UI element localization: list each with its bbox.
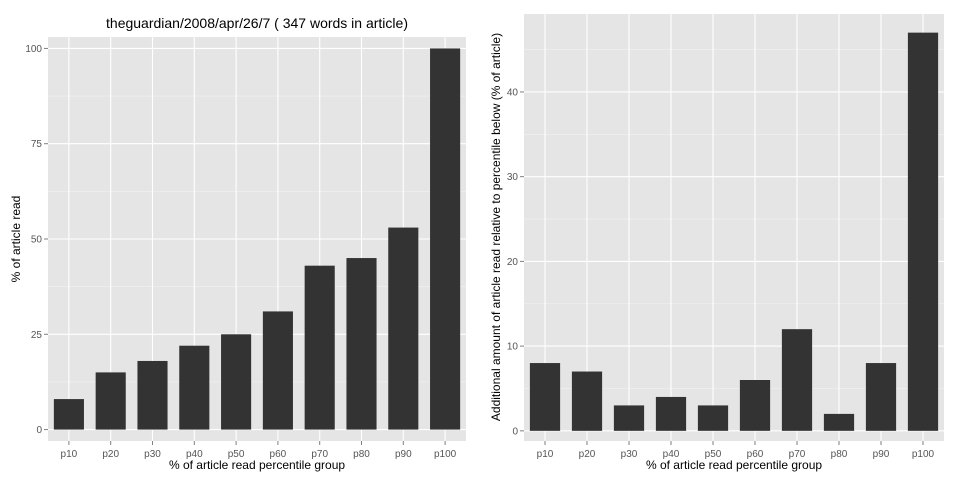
bar-p80 bbox=[823, 413, 855, 431]
x-tick-label: p10 bbox=[61, 449, 78, 460]
y-tick-label: 20 bbox=[507, 257, 519, 268]
x-tick-label: p50 bbox=[228, 449, 245, 460]
x-tick-label: p90 bbox=[395, 449, 412, 460]
x-tick-label: p30 bbox=[621, 449, 638, 460]
x-ticks: p10 p20 p30 p40 p50 p60 p70 p80 p90 p100 bbox=[537, 441, 935, 460]
x-tick-label: p40 bbox=[663, 449, 680, 460]
x-tick-label: p10 bbox=[537, 449, 554, 460]
x-tick-label: p60 bbox=[270, 449, 287, 460]
bar-p100 bbox=[907, 32, 939, 431]
bar-p30 bbox=[613, 405, 645, 431]
bar-p60 bbox=[739, 380, 771, 431]
x-axis-title: % of article read percentile group bbox=[646, 458, 822, 472]
x-axis-title: % of article read percentile group bbox=[169, 458, 345, 472]
bar-p70 bbox=[304, 265, 335, 430]
x-tick-label: p100 bbox=[434, 449, 457, 460]
y-tick-label: 10 bbox=[507, 342, 519, 353]
x-tick-label: p70 bbox=[311, 449, 328, 460]
y-tick-label: 25 bbox=[31, 330, 43, 341]
x-tick-label: p50 bbox=[705, 449, 722, 460]
bars bbox=[529, 32, 939, 431]
bar-p40 bbox=[655, 396, 687, 431]
y-axis-title: Additional amount of article read relati… bbox=[489, 33, 503, 421]
bar-p10 bbox=[529, 363, 561, 431]
y-tick-label: 30 bbox=[507, 172, 519, 183]
y-tick-label: 0 bbox=[512, 426, 518, 437]
y-axis-title: % of article read bbox=[9, 196, 23, 283]
y-tick-label: 100 bbox=[25, 44, 42, 55]
x-tick-label: p80 bbox=[831, 449, 848, 460]
bar-p10 bbox=[53, 399, 84, 430]
x-tick-label: p70 bbox=[789, 449, 806, 460]
x-tick-label: p100 bbox=[912, 449, 935, 460]
bar-p50 bbox=[697, 405, 729, 431]
bar-p60 bbox=[262, 311, 293, 430]
x-tick-label: p80 bbox=[353, 449, 370, 460]
bar-p20 bbox=[571, 371, 603, 431]
x-tick-label: p30 bbox=[144, 449, 161, 460]
bar-p50 bbox=[221, 334, 252, 430]
bars bbox=[53, 48, 461, 430]
x-tick-label: p20 bbox=[579, 449, 596, 460]
bar-p80 bbox=[346, 258, 377, 430]
bar-p30 bbox=[137, 360, 168, 430]
x-tick-label: p60 bbox=[747, 449, 764, 460]
x-tick-label: p20 bbox=[102, 449, 119, 460]
chart-left: theguardian/2008/apr/26/7 ( 347 words in… bbox=[9, 15, 466, 472]
bar-p90 bbox=[388, 227, 419, 430]
bar-p90 bbox=[865, 363, 897, 431]
bar-p70 bbox=[781, 329, 813, 431]
y-ticks: 0 25 50 75 100 bbox=[25, 44, 48, 436]
bar-p100 bbox=[430, 48, 461, 430]
y-tick-label: 75 bbox=[31, 139, 43, 150]
bar-p20 bbox=[95, 372, 126, 430]
x-ticks: p10 p20 p30 p40 p50 p60 p70 p80 p90 p100 bbox=[61, 441, 457, 460]
x-tick-label: p40 bbox=[186, 449, 203, 460]
x-tick-label: p90 bbox=[873, 449, 890, 460]
y-ticks: 0 10 20 30 40 bbox=[507, 87, 524, 437]
bar-p40 bbox=[179, 345, 210, 430]
y-tick-label: 0 bbox=[36, 425, 42, 436]
chart-title: theguardian/2008/apr/26/7 ( 347 words in… bbox=[106, 15, 408, 31]
y-tick-label: 50 bbox=[31, 235, 43, 246]
y-tick-label: 40 bbox=[507, 87, 519, 98]
